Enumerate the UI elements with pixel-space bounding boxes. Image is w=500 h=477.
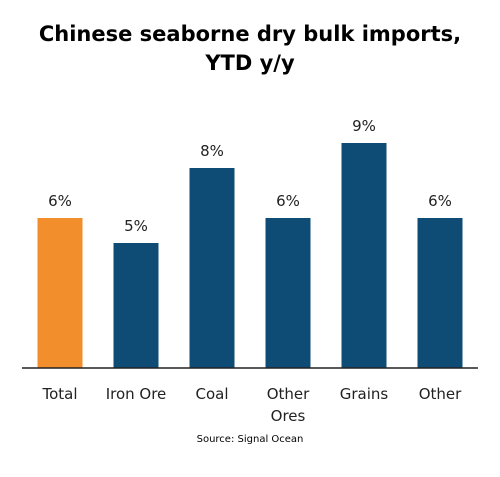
- category-label-1: Iron Ore: [106, 385, 167, 403]
- category-label-4: Grains: [340, 385, 389, 403]
- bar-1: [113, 243, 159, 368]
- data-label-3: 6%: [276, 192, 300, 210]
- category-label-2: Coal: [195, 385, 228, 403]
- source-note: Source: Signal Ocean: [196, 434, 304, 445]
- bar-0: [37, 218, 83, 368]
- chart-title: Chinese seaborne dry bulk imports, YTD y…: [0, 20, 500, 78]
- category-label-3-line-0: Other: [267, 385, 310, 403]
- category-label-3-line-1: Ores: [271, 407, 306, 425]
- data-label-2: 8%: [200, 142, 224, 160]
- category-label-5: Other: [419, 385, 462, 403]
- bar-3: [265, 218, 311, 368]
- data-label-1: 5%: [124, 217, 148, 235]
- bar-4: [341, 143, 387, 368]
- chart-title-line-1: Chinese seaborne dry bulk imports,: [38, 22, 462, 46]
- data-label-0: 6%: [48, 192, 72, 210]
- data-label-5: 6%: [428, 192, 452, 210]
- bar-5: [417, 218, 463, 368]
- chart-title-line-2: YTD y/y: [205, 51, 295, 75]
- bar-2: [189, 168, 235, 368]
- data-label-4: 9%: [352, 117, 376, 135]
- category-label-0: Total: [41, 385, 77, 403]
